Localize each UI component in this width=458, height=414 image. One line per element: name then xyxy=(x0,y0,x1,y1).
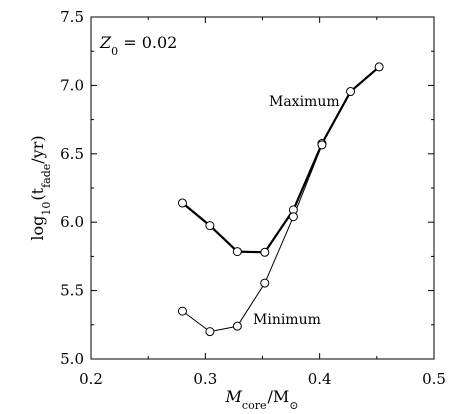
x-tick-label: 0.3 xyxy=(193,370,217,388)
y-tick-label: 6.5 xyxy=(60,145,84,163)
data-point-maximum xyxy=(374,62,384,72)
y-tick-label: 6.0 xyxy=(60,213,84,231)
data-point-minimum xyxy=(288,212,298,222)
series-line-minimum xyxy=(182,144,323,333)
data-point-maximum xyxy=(205,221,215,231)
data-point-maximum xyxy=(260,247,270,257)
y-tick-label: 5.0 xyxy=(60,350,84,368)
data-point-minimum xyxy=(177,306,187,316)
series-label-minimum: Minimum xyxy=(253,312,321,328)
data-point-minimum xyxy=(317,140,327,150)
metallicity-annotation: Z0 = 0.02 xyxy=(99,33,177,58)
data-point-minimum xyxy=(260,278,270,288)
x-tick-label: 0.5 xyxy=(422,370,446,388)
tick-labels: 0.2 0.3 0.4 0.5 5.0 5.5 6.0 6.5 7.0 7.5 xyxy=(60,8,446,388)
data-point-minimum xyxy=(205,327,215,337)
x-tick-label: 0.4 xyxy=(308,370,332,388)
series-line-maximum xyxy=(181,66,380,254)
data-point-minimum xyxy=(232,321,242,331)
y-tick-label: 7.0 xyxy=(60,76,84,94)
y-axis-label: log10(tfade/yr) xyxy=(28,135,53,240)
series-points xyxy=(177,62,384,337)
x-tick-label: 0.2 xyxy=(79,370,103,388)
y-tick-label: 7.5 xyxy=(60,8,84,26)
ticks xyxy=(90,16,435,360)
series-lines xyxy=(181,66,380,333)
data-point-maximum xyxy=(346,87,356,97)
y-tick-label: 5.5 xyxy=(60,282,84,300)
data-point-maximum xyxy=(177,198,187,208)
x-axis-label: Mcore/M⊙ xyxy=(225,387,299,412)
data-point-maximum xyxy=(232,247,242,257)
series-label-maximum: Maximum xyxy=(269,94,340,110)
